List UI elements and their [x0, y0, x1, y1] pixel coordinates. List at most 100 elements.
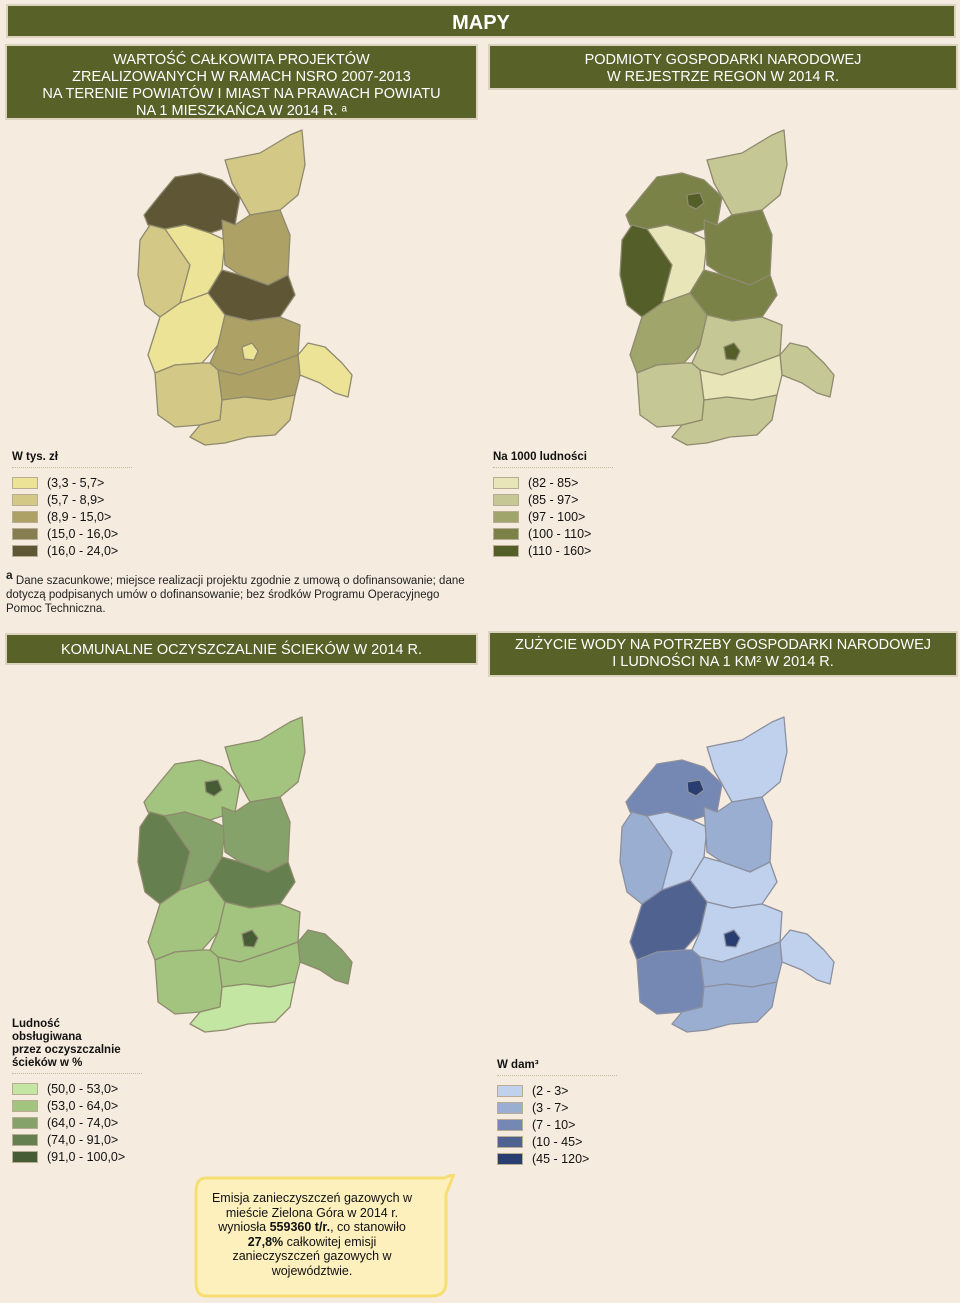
legend-item: (7 - 10>	[497, 1116, 617, 1133]
legend-swatch	[12, 1133, 38, 1146]
legend-item: (85 - 97>	[493, 491, 613, 508]
legend-title: W dam³	[497, 1059, 617, 1076]
legend-item: (8,9 - 15,0>	[12, 508, 132, 525]
legend-swatch	[493, 527, 519, 540]
legend-label: (64,0 - 74,0>	[47, 1115, 119, 1130]
legend-label: (97 - 100>	[528, 509, 586, 524]
legend-water: W dam³ (2 - 3> (3 - 7> (7 - 10> (10 - 45…	[497, 1059, 617, 1167]
city-gorzow	[686, 779, 705, 797]
map-projects	[137, 129, 353, 446]
legend-label: (8,9 - 15,0>	[47, 509, 112, 524]
legend-label: (15,0 - 16,0>	[47, 526, 119, 541]
region-s3	[189, 981, 296, 1033]
legend-item: (3 - 7>	[497, 1099, 617, 1116]
legend-swatch	[12, 527, 38, 540]
legend-item: (15,0 - 16,0>	[12, 525, 132, 542]
city-zielona-gora	[241, 342, 259, 361]
legend-label: (85 - 97>	[528, 492, 579, 507]
callout-bubble	[194, 1174, 456, 1298]
legend-label: (50,0 - 53,0>	[47, 1081, 119, 1096]
callout-text: Emisja zanieczyszczeń gazowych w mieście…	[211, 1191, 413, 1278]
legend-swatch	[497, 1152, 523, 1165]
region-sw	[147, 292, 226, 374]
region-s3	[671, 981, 778, 1033]
legend-title: Na 1000 ludności	[493, 451, 613, 468]
legend-item: (10 - 45>	[497, 1133, 617, 1150]
legend-item: (16,0 - 24,0>	[12, 542, 132, 559]
legend-item: (74,0 - 91,0>	[12, 1131, 142, 1148]
region-s1	[154, 949, 223, 1015]
footnote-text: Dane szacunkowe; miejsce realizacji proj…	[6, 574, 465, 615]
legend-label: (16,0 - 24,0>	[47, 543, 119, 558]
legend-label: (3 - 7>	[532, 1100, 569, 1115]
legend-item: (97 - 100>	[493, 508, 613, 525]
region-s3	[189, 394, 296, 446]
legend-label: (10 - 45>	[532, 1134, 583, 1149]
region-ne	[224, 716, 306, 803]
legend-swatch	[493, 544, 519, 557]
page-title: MAPY	[6, 4, 956, 38]
legend-label: (74,0 - 91,0>	[47, 1132, 119, 1147]
legend-swatch	[12, 493, 38, 506]
legend-label: (53,0 - 64,0>	[47, 1098, 119, 1113]
legend-item: (82 - 85>	[493, 474, 613, 491]
map-regon	[619, 129, 835, 446]
legend-label: (3,3 - 5,7>	[47, 475, 105, 490]
legend-swatch	[493, 493, 519, 506]
region-s1	[636, 949, 705, 1015]
legend-swatch	[12, 510, 38, 523]
city-zielona-gora	[241, 929, 259, 948]
legend-swatch	[12, 544, 38, 557]
legend-swatch	[12, 1150, 38, 1163]
heading-sewage: KOMUNALNE OCZYSZCZALNIE ŚCIEKÓW W 2014 R…	[5, 633, 478, 665]
legend-item: (3,3 - 5,7>	[12, 474, 132, 491]
region-ne2	[703, 209, 773, 286]
region-s1	[636, 362, 705, 428]
legend-label: (100 - 110>	[528, 526, 592, 541]
legend-swatch	[497, 1135, 523, 1148]
city-gorzow	[204, 779, 223, 797]
region-e	[297, 342, 353, 398]
region-ne2	[221, 796, 291, 873]
legend-swatch	[12, 1099, 38, 1112]
legend-label: (45 - 120>	[532, 1151, 590, 1166]
legend-swatch	[497, 1118, 523, 1131]
region-sw	[629, 292, 708, 374]
legend-label: (82 - 85>	[528, 475, 579, 490]
legend-title: W tys. zł	[12, 451, 132, 468]
map-sewage	[137, 716, 353, 1033]
legend-item: (91,0 - 100,0>	[12, 1148, 142, 1165]
legend-item: (53,0 - 64,0>	[12, 1097, 142, 1114]
legend-item: (50,0 - 53,0>	[12, 1080, 142, 1097]
legend-swatch	[12, 1116, 38, 1129]
footnote-marker: a	[6, 568, 13, 582]
region-e	[779, 342, 835, 398]
legend-swatch	[12, 1082, 38, 1095]
region-ne	[706, 129, 788, 216]
legend-swatch	[497, 1101, 523, 1114]
region-sw	[147, 879, 226, 961]
region-ne	[706, 716, 788, 803]
legend-label: (2 - 3>	[532, 1083, 569, 1098]
legend-label: (5,7 - 8,9>	[47, 492, 105, 507]
heading-water: ZUŻYCIE WODY NA POTRZEBY GOSPODARKI NARO…	[488, 631, 958, 677]
legend-sewage: Ludność obsługiwana przez oczyszczalnie …	[12, 1018, 142, 1165]
heading-regon: PODMIOTY GOSPODARKI NARODOWEJ W REJESTRZ…	[488, 44, 958, 90]
legend-item: (2 - 3>	[497, 1082, 617, 1099]
legend-title: Ludność obsługiwana przez oczyszczalnie …	[12, 1018, 142, 1074]
region-ne2	[221, 209, 291, 286]
heading-projects: WARTOŚĆ CAŁKOWITA PROJEKTÓW ZREALIZOWANY…	[5, 44, 478, 120]
legend-item: (110 - 160>	[493, 542, 613, 559]
city-gorzow	[686, 192, 705, 210]
city-zielona-gora	[723, 342, 741, 361]
legend-swatch	[12, 476, 38, 489]
region-s1	[154, 362, 223, 428]
city-zielona-gora	[723, 929, 741, 948]
region-s3	[671, 394, 778, 446]
legend-projects: W tys. zł (3,3 - 5,7> (5,7 - 8,9> (8,9 -…	[12, 451, 132, 559]
footnote: a Dane szacunkowe; miejsce realizacji pr…	[6, 568, 476, 616]
region-ne	[224, 129, 306, 216]
map-water	[619, 716, 835, 1033]
region-sw	[629, 879, 708, 961]
legend-swatch	[493, 510, 519, 523]
